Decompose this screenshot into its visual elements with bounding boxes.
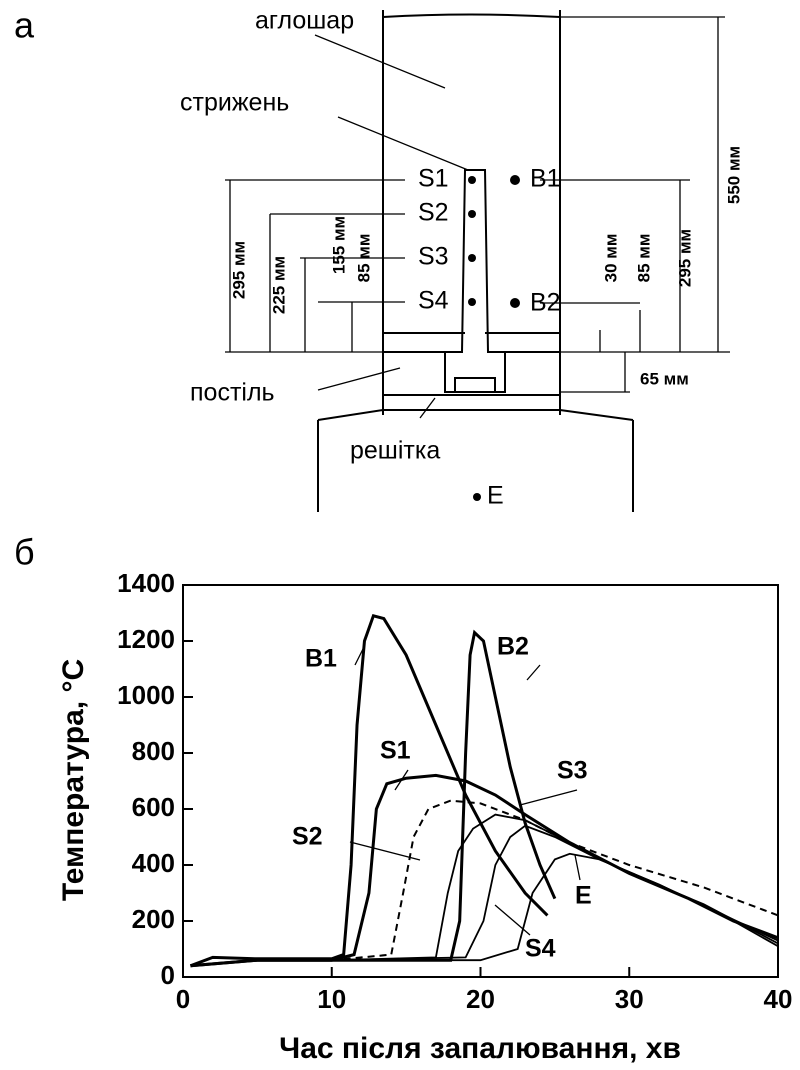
dim-label: 85 мм <box>354 234 373 283</box>
series-label: S2 <box>292 823 323 851</box>
y-tick-label: 1400 <box>117 568 175 598</box>
series-line <box>331 813 779 962</box>
x-tick-label: 10 <box>317 984 346 1014</box>
dim-label: 65 мм <box>640 369 689 388</box>
dim-label: 30 мм <box>601 234 620 283</box>
leaders <box>314 34 469 419</box>
panel-label: а <box>14 5 35 46</box>
series-label: B1 <box>305 645 337 673</box>
dim-label: 550 мм <box>724 146 743 204</box>
series-label: S1 <box>380 737 411 765</box>
y-tick-label: 800 <box>132 736 175 766</box>
point-label: S1 <box>418 165 449 193</box>
series-label: E <box>575 882 592 910</box>
x-axis-label: Час після запалювання, хв <box>279 1032 681 1065</box>
label: постіль <box>190 379 275 407</box>
dim-label: 155 мм <box>329 216 348 274</box>
dim-label: 295 мм <box>229 241 248 299</box>
panel-label: б <box>14 532 35 573</box>
point-label: S4 <box>418 287 449 315</box>
label: стрижень <box>180 89 289 117</box>
column <box>382 10 561 415</box>
dim-label: 295 мм <box>675 229 694 287</box>
y-tick-label: 600 <box>132 792 175 822</box>
points <box>468 175 520 501</box>
series-line <box>331 852 779 962</box>
series-line <box>189 613 549 968</box>
dim-label: 85 мм <box>634 234 653 283</box>
point-label: S3 <box>418 243 449 271</box>
dim-label: 225 мм <box>269 256 288 314</box>
plot-frame <box>182 584 779 978</box>
series-label: B2 <box>497 633 529 661</box>
dim-lines <box>225 16 730 393</box>
point-label: B1 <box>530 165 561 193</box>
diagram: а аглошар стрижень постіль решітка S1 S2… <box>14 5 743 512</box>
y-tick-label: 0 <box>161 960 175 990</box>
windbox <box>317 409 634 512</box>
point-label: B2 <box>530 289 561 317</box>
point-label: S2 <box>418 199 449 227</box>
series-label: S3 <box>557 757 588 785</box>
y-tick-label: 1000 <box>117 680 175 710</box>
y-tick-label: 200 <box>132 904 175 934</box>
y-tick-label: 1200 <box>117 624 175 654</box>
label: решітка <box>350 437 440 465</box>
y-tick-label: 400 <box>132 848 175 878</box>
x-tick-label: 20 <box>466 984 495 1014</box>
point-label: E <box>487 482 504 510</box>
rod-shape <box>444 169 506 393</box>
x-tick-label: 0 <box>176 984 190 1014</box>
x-tick-label: 40 <box>764 984 793 1014</box>
y-axis-label: Температура, °C <box>57 659 90 901</box>
x-tick-label: 30 <box>615 984 644 1014</box>
series-label: S4 <box>525 935 556 963</box>
label: аглошар <box>255 7 354 35</box>
series-line <box>331 799 779 962</box>
